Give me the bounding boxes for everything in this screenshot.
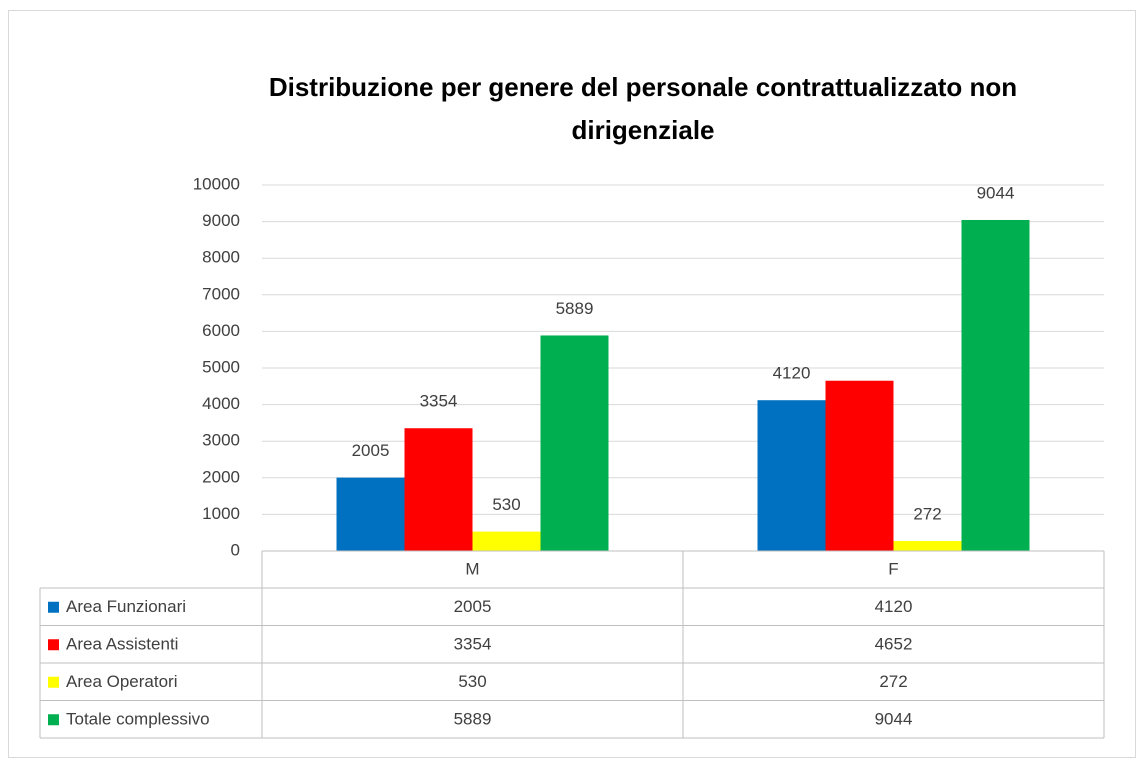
data-label: 5889 bbox=[556, 299, 594, 318]
bar bbox=[404, 428, 473, 551]
legend-swatch bbox=[48, 676, 59, 688]
table-cell: 4120 bbox=[875, 597, 913, 616]
table-cell: 272 bbox=[879, 672, 907, 691]
legend-swatch bbox=[48, 639, 59, 651]
table-cell: 2005 bbox=[454, 597, 492, 616]
y-tick-label: 0 bbox=[231, 540, 240, 559]
legend-swatch bbox=[48, 601, 59, 613]
y-tick-label: 7000 bbox=[202, 284, 240, 303]
x-tick-label: F bbox=[888, 559, 898, 578]
table-cell: 9044 bbox=[875, 710, 913, 729]
data-label: 4120 bbox=[773, 364, 811, 383]
table-cell: 5889 bbox=[454, 710, 492, 729]
y-tick-label: 6000 bbox=[202, 321, 240, 340]
bar bbox=[472, 531, 541, 551]
y-tick-label: 4000 bbox=[202, 394, 240, 413]
y-tick-label: 3000 bbox=[202, 431, 240, 450]
legend-label: Area Funzionari bbox=[66, 597, 186, 616]
table-cell: 4652 bbox=[875, 635, 913, 654]
y-tick-label: 1000 bbox=[202, 504, 240, 523]
table-cell: 530 bbox=[458, 672, 486, 691]
y-tick-label: 5000 bbox=[202, 357, 240, 376]
data-label: 9044 bbox=[977, 183, 1015, 202]
chart-title: Distribuzione per genere del personale c… bbox=[268, 72, 1018, 145]
data-label: 272 bbox=[913, 505, 941, 524]
data-label: 3354 bbox=[420, 392, 458, 411]
y-tick-label: 8000 bbox=[202, 248, 240, 267]
bar bbox=[961, 219, 1030, 551]
bar bbox=[540, 335, 609, 551]
bar bbox=[893, 541, 962, 551]
legend-label: Area Assistenti bbox=[66, 635, 178, 654]
y-tick-label: 9000 bbox=[202, 211, 240, 230]
bar bbox=[336, 477, 405, 551]
legend-swatch bbox=[48, 714, 59, 726]
bar bbox=[825, 380, 894, 551]
table-cell: 3354 bbox=[454, 635, 492, 654]
chart-frame bbox=[8, 10, 1136, 758]
data-label: 530 bbox=[492, 495, 520, 514]
legend-label: Area Operatori bbox=[66, 672, 178, 691]
x-tick-label: M bbox=[465, 559, 479, 578]
y-tick-label: 2000 bbox=[202, 467, 240, 486]
legend-label: Totale complessivo bbox=[66, 710, 210, 729]
data-label: 2005 bbox=[352, 441, 390, 460]
y-tick-label: 10000 bbox=[193, 174, 240, 193]
bar bbox=[757, 400, 826, 551]
